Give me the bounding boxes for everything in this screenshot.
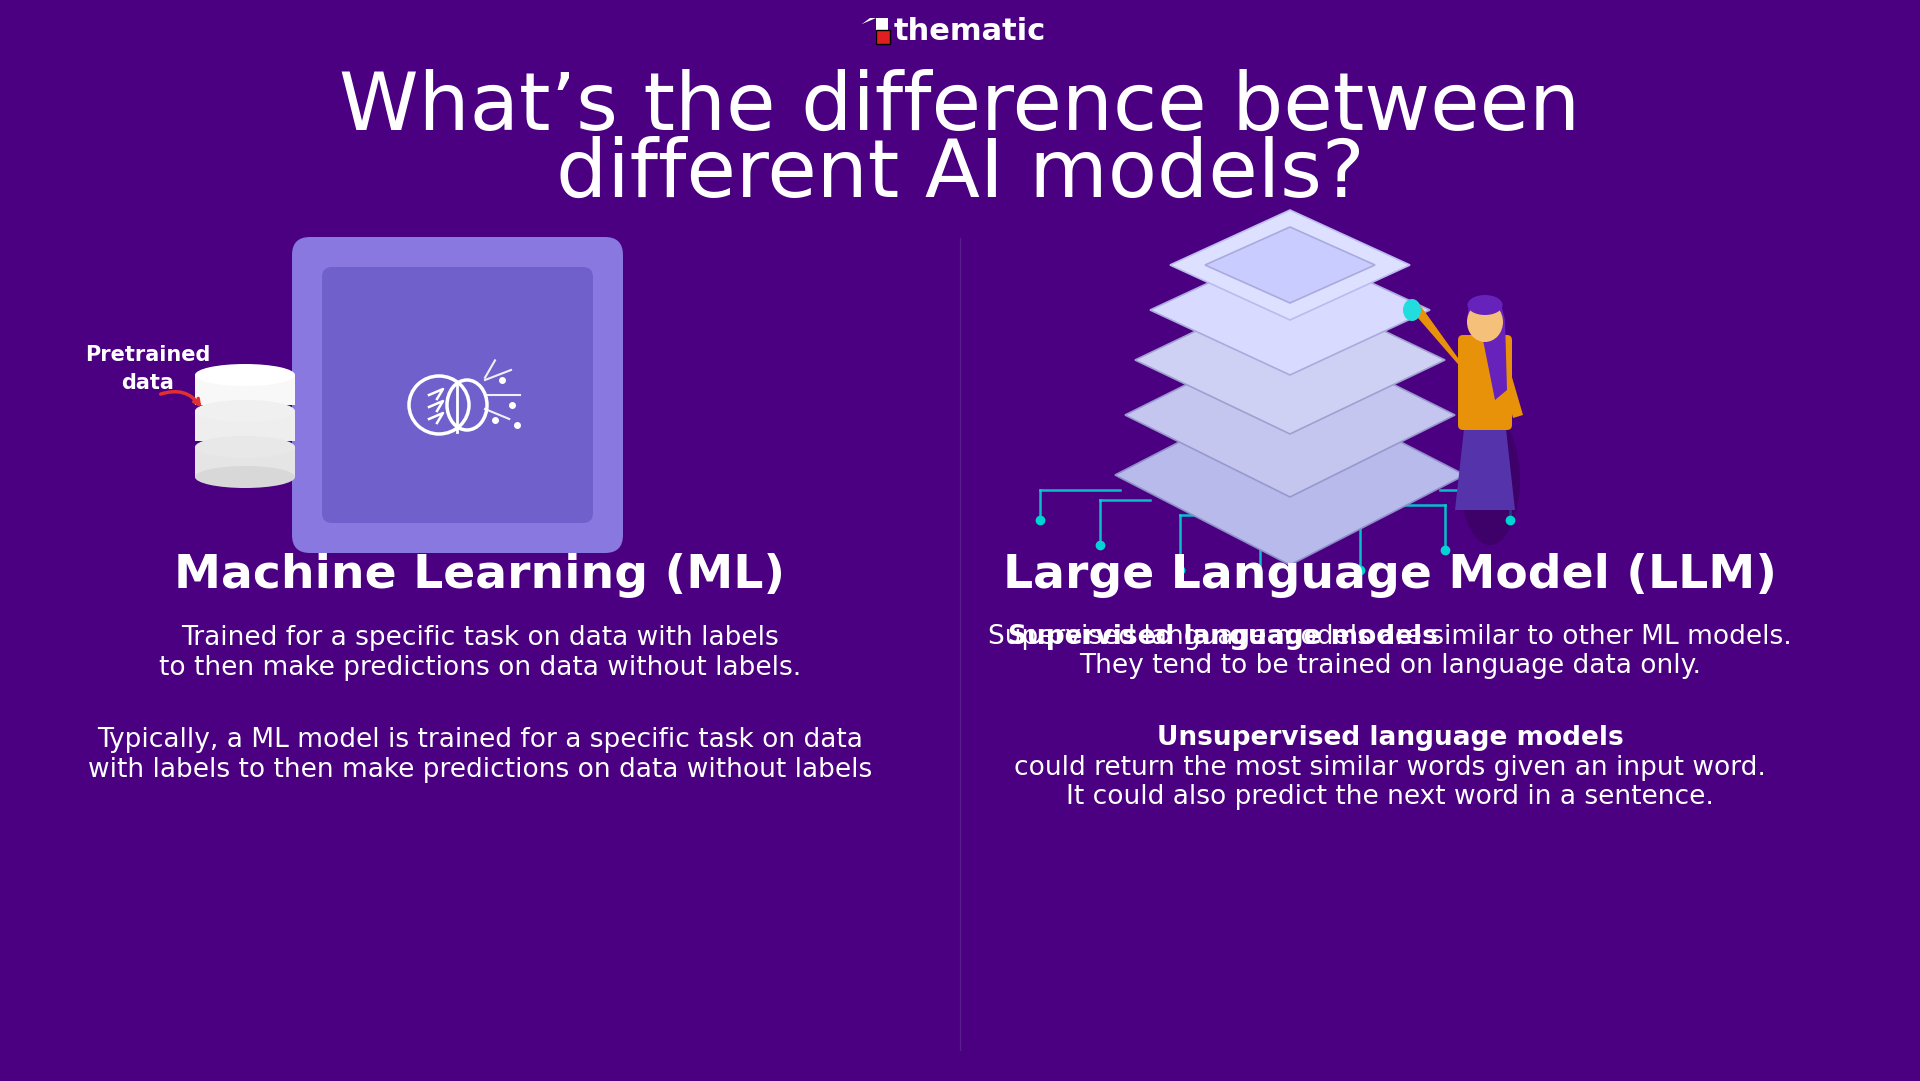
Text: thematic: thematic	[895, 17, 1046, 46]
FancyBboxPatch shape	[196, 375, 296, 405]
FancyBboxPatch shape	[196, 448, 296, 477]
Polygon shape	[1116, 385, 1465, 565]
Text: to then make predictions on data without labels.: to then make predictions on data without…	[159, 655, 801, 681]
Text: Supervised language models: Supervised language models	[1008, 624, 1438, 650]
Text: It could also predict the next word in a sentence.: It could also predict the next word in a…	[1066, 784, 1715, 810]
Text: different AI models?: different AI models?	[555, 136, 1365, 214]
Polygon shape	[1419, 305, 1471, 378]
Polygon shape	[1455, 421, 1515, 510]
FancyBboxPatch shape	[196, 411, 296, 441]
Text: Pretrained
data: Pretrained data	[84, 345, 211, 393]
Ellipse shape	[196, 466, 296, 488]
FancyBboxPatch shape	[876, 30, 891, 44]
Text: could return the most similar words given an input word.: could return the most similar words give…	[1014, 755, 1766, 780]
Text: Trained for a specific task on data with labels: Trained for a specific task on data with…	[180, 625, 780, 651]
Ellipse shape	[1404, 299, 1421, 321]
FancyBboxPatch shape	[323, 267, 593, 523]
Polygon shape	[1467, 304, 1507, 400]
Polygon shape	[862, 18, 876, 44]
Polygon shape	[1500, 360, 1523, 418]
Text: with labels to then make predictions on data without labels: with labels to then make predictions on …	[88, 757, 872, 783]
Polygon shape	[1135, 286, 1446, 433]
Ellipse shape	[1467, 295, 1503, 315]
Ellipse shape	[196, 400, 296, 422]
Text: Machine Learning (ML): Machine Learning (ML)	[175, 552, 785, 598]
Ellipse shape	[1467, 302, 1503, 342]
Polygon shape	[1169, 210, 1409, 320]
FancyBboxPatch shape	[1457, 335, 1513, 430]
Polygon shape	[1206, 227, 1375, 303]
Ellipse shape	[1459, 415, 1521, 545]
Ellipse shape	[196, 436, 296, 458]
Text: What’s the difference between: What’s the difference between	[340, 69, 1580, 147]
Text: Large Language Model (LLM): Large Language Model (LLM)	[1002, 552, 1776, 598]
Text: Unsupervised language models: Unsupervised language models	[1156, 725, 1624, 751]
Polygon shape	[1125, 333, 1455, 497]
Text: Typically, a ML model is trained for a specific task on data: Typically, a ML model is trained for a s…	[98, 728, 862, 753]
Ellipse shape	[196, 364, 296, 386]
Text: They tend to be trained on language data only.: They tend to be trained on language data…	[1079, 653, 1701, 679]
Text: Supervised language models are similar to other ML models.: Supervised language models are similar t…	[989, 624, 1791, 650]
Polygon shape	[862, 18, 887, 44]
FancyBboxPatch shape	[292, 237, 622, 553]
Polygon shape	[1150, 245, 1430, 375]
